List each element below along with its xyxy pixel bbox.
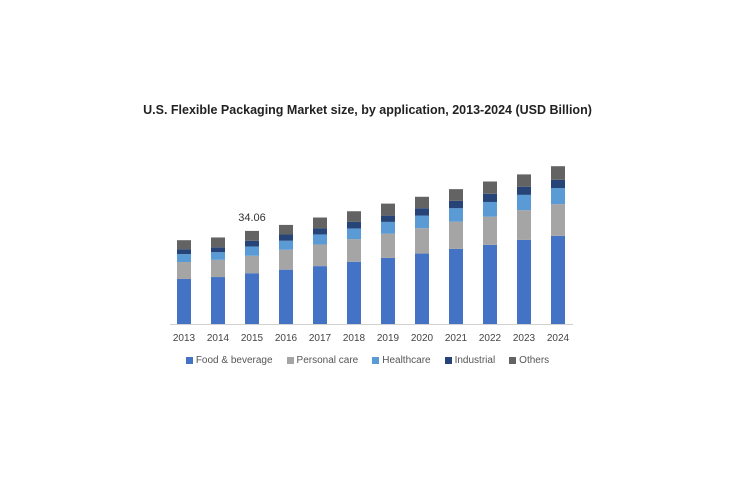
bar-segment-personal-care-2023 — [517, 210, 531, 240]
legend-item: Healthcare — [372, 355, 431, 366]
bar-segment-healthcare-2022 — [483, 201, 497, 217]
bar-segment-food-beverage-2018 — [347, 261, 361, 324]
bar-segment-industrial-2015 — [245, 240, 259, 247]
bar-segment-healthcare-2015 — [245, 246, 259, 256]
bar-segment-personal-care-2017 — [313, 244, 327, 267]
bar-segment-healthcare-2016 — [279, 240, 293, 250]
bar-segment-personal-care-2020 — [415, 228, 429, 254]
legend-swatch — [372, 357, 380, 364]
bar-segment-industrial-2016 — [279, 234, 293, 241]
bar-segment-personal-care-2014 — [211, 259, 225, 278]
bar-segment-food-beverage-2013 — [177, 278, 191, 324]
bar-segment-industrial-2017 — [313, 228, 327, 235]
legend-swatch — [286, 357, 294, 364]
bar-segment-others-2023 — [517, 174, 531, 187]
legend-item: Food & beverage — [185, 355, 273, 366]
bar-segment-food-beverage-2019 — [381, 257, 395, 324]
bar-segment-personal-care-2022 — [483, 216, 497, 245]
x-tick-label: 2017 — [309, 333, 332, 344]
bar-segment-food-beverage-2015 — [245, 273, 259, 324]
bar-segment-food-beverage-2021 — [449, 248, 463, 324]
bar-segment-healthcare-2018 — [347, 228, 361, 240]
bar-segment-healthcare-2019 — [381, 221, 395, 234]
x-tick-label: 2023 — [513, 333, 536, 344]
legend-swatch — [185, 357, 193, 364]
legend-item: Others — [509, 355, 549, 366]
bar-segment-industrial-2018 — [347, 221, 361, 229]
bar-segment-healthcare-2020 — [415, 215, 429, 229]
bar-segment-industrial-2023 — [517, 186, 531, 195]
bar-segment-food-beverage-2020 — [415, 253, 429, 324]
bar-segment-personal-care-2019 — [381, 233, 395, 258]
bar-segment-healthcare-2017 — [313, 234, 327, 245]
bar-segment-others-2019 — [381, 203, 395, 216]
bar-segment-food-beverage-2014 — [211, 277, 225, 324]
x-tick-label: 2024 — [547, 333, 570, 344]
bar-segment-industrial-2024 — [551, 179, 565, 189]
bar-segment-industrial-2014 — [211, 247, 225, 253]
bar-segment-others-2020 — [415, 196, 429, 209]
bar-segment-healthcare-2024 — [551, 188, 565, 205]
x-tick-label: 2021 — [445, 333, 468, 344]
bar-segment-industrial-2020 — [415, 208, 429, 216]
bar-segment-others-2024 — [551, 166, 565, 180]
bar-segment-others-2017 — [313, 217, 327, 229]
x-tick-label: 2022 — [479, 333, 502, 344]
bar-segment-personal-care-2021 — [449, 221, 463, 249]
bar-segment-industrial-2021 — [449, 200, 463, 209]
x-tick-label: 2013 — [173, 333, 196, 344]
legend-label: Personal care — [296, 355, 359, 366]
x-tick-label: 2020 — [411, 333, 434, 344]
legend-item: Personal care — [286, 355, 359, 366]
x-tick-label: 2019 — [377, 333, 400, 344]
bar-segment-healthcare-2023 — [517, 194, 531, 211]
x-tick-label: 2018 — [343, 333, 366, 344]
bar-segment-industrial-2022 — [483, 193, 497, 202]
bar-segment-others-2021 — [449, 189, 463, 201]
bar-segment-others-2016 — [279, 224, 293, 235]
legend-label: Industrial — [454, 355, 496, 366]
data-label: 34.06 — [238, 212, 266, 224]
bar-segment-personal-care-2015 — [245, 255, 259, 274]
x-tick-label: 2016 — [275, 333, 298, 344]
legend-label: Food & beverage — [195, 355, 273, 366]
bar-segment-others-2022 — [483, 181, 497, 194]
bar-segment-others-2018 — [347, 211, 361, 222]
chart-title: U.S. Flexible Packaging Market size, by … — [143, 103, 592, 117]
legend-swatch — [509, 357, 517, 364]
legend-swatch — [444, 357, 452, 364]
x-tick-label: 2014 — [207, 333, 230, 344]
x-tick-label: 2015 — [241, 333, 264, 344]
bar-segment-personal-care-2018 — [347, 239, 361, 262]
bar-segment-others-2013 — [177, 240, 191, 250]
bar-segment-personal-care-2024 — [551, 204, 565, 236]
bar-segment-industrial-2019 — [381, 215, 395, 222]
bar-segment-personal-care-2016 — [279, 249, 293, 270]
legend: Food & beverage Personal care Healthcare In… — [0, 355, 735, 366]
bar-segment-food-beverage-2023 — [517, 239, 531, 324]
bar-segment-healthcare-2021 — [449, 208, 463, 222]
legend-item: Industrial — [444, 355, 496, 366]
bar-segment-healthcare-2014 — [211, 252, 225, 260]
bar-segment-personal-care-2013 — [177, 262, 191, 279]
bar-segment-food-beverage-2016 — [279, 269, 293, 324]
bar-segment-healthcare-2013 — [177, 254, 191, 263]
bar-segment-food-beverage-2022 — [483, 244, 497, 324]
bar-segment-food-beverage-2024 — [551, 235, 565, 324]
bar-segment-industrial-2013 — [177, 249, 191, 255]
bar-segment-others-2015 — [245, 230, 259, 241]
bar-segment-others-2014 — [211, 237, 225, 248]
bar-segment-food-beverage-2017 — [313, 266, 327, 324]
legend-label: Others — [519, 355, 550, 366]
legend-label: Healthcare — [382, 355, 431, 366]
